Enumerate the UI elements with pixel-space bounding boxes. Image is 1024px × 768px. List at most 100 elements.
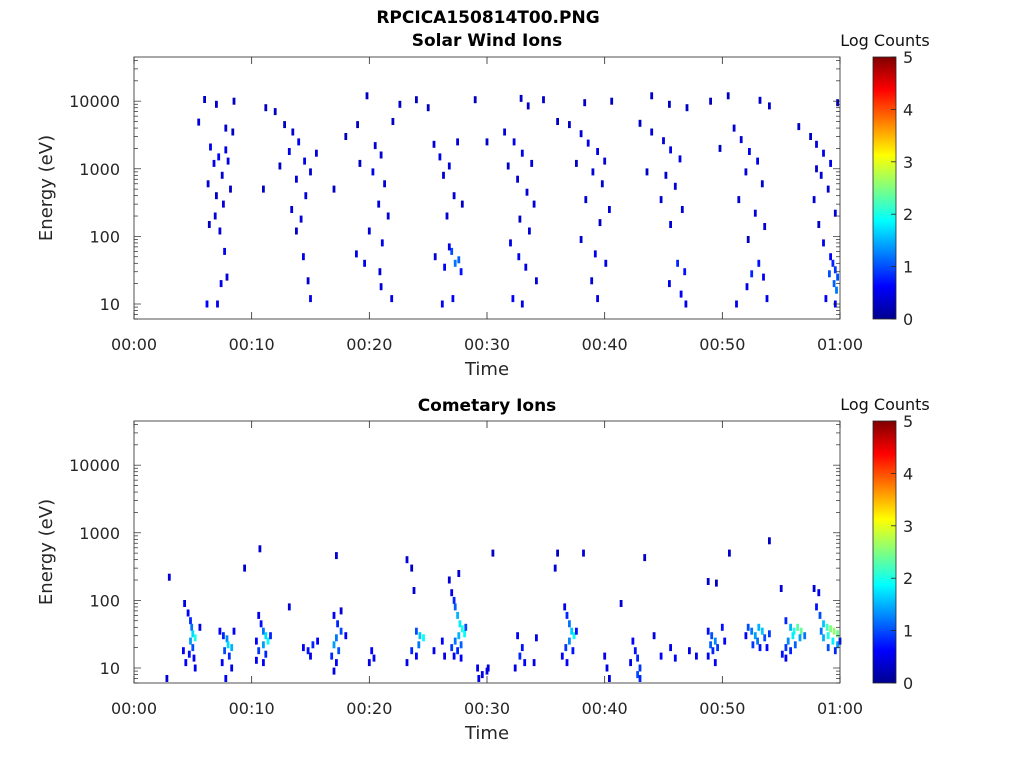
data-cell — [803, 632, 807, 640]
colorbar-tick-label: 2 — [903, 205, 913, 224]
data-cell — [191, 644, 195, 652]
y-tick-label: 1000 — [79, 160, 120, 179]
data-cell — [809, 133, 812, 140]
data-cell — [207, 221, 211, 228]
data-cell — [209, 143, 212, 151]
data-cell — [459, 268, 463, 276]
data-cell — [410, 647, 414, 655]
data-cell — [355, 250, 358, 258]
data-cell — [568, 620, 571, 628]
plot-area — [134, 421, 840, 683]
data-cell — [768, 537, 771, 545]
data-cell — [715, 579, 718, 587]
data-cell — [224, 146, 228, 154]
data-cell — [335, 634, 338, 642]
x-tick-label: 00:00 — [111, 335, 157, 354]
y-axis-label: Energy (eV) — [36, 135, 57, 241]
y-tick-label: 10000 — [69, 92, 120, 111]
data-cell — [205, 300, 209, 308]
data-cell — [220, 659, 224, 667]
data-cell — [513, 664, 517, 672]
data-cell — [450, 644, 454, 652]
data-cell — [638, 664, 642, 672]
x-tick-label: 00:20 — [346, 335, 392, 354]
data-cell — [377, 200, 381, 208]
data-cell — [398, 100, 402, 108]
data-cell — [815, 165, 818, 173]
data-cell — [445, 212, 449, 220]
x-tick-label: 00:00 — [111, 699, 157, 718]
data-cell — [264, 104, 268, 112]
colorbar-label-bottom: Log Counts — [840, 395, 930, 414]
data-cell — [726, 92, 730, 100]
data-cell — [757, 259, 761, 267]
data-cell — [542, 96, 545, 104]
data-cell — [518, 215, 522, 223]
data-cell — [619, 600, 623, 607]
x-tick-label: 00:10 — [229, 699, 275, 718]
data-cell — [336, 620, 339, 628]
data-cell — [443, 652, 446, 660]
data-cell — [836, 273, 839, 281]
data-cell — [302, 644, 305, 652]
data-cell — [363, 259, 366, 267]
data-cell — [678, 155, 682, 163]
data-cell — [524, 263, 528, 271]
data-cell — [460, 625, 464, 633]
plot-area — [134, 57, 840, 319]
data-cell — [264, 632, 268, 640]
data-cell — [737, 196, 741, 204]
data-cell — [757, 623, 761, 631]
colorbar-tick-label: 1 — [903, 258, 913, 277]
data-cell — [779, 585, 783, 592]
data-cell — [822, 634, 825, 642]
data-cell — [765, 295, 769, 303]
panel-title-cometary: Cometary Ions — [417, 396, 557, 416]
data-cell — [390, 295, 394, 303]
data-cell — [797, 123, 801, 131]
data-cell — [758, 96, 762, 104]
data-cell — [222, 200, 225, 208]
data-cell — [516, 175, 519, 183]
data-cell — [706, 652, 710, 660]
data-cell — [746, 236, 750, 243]
y-tick-label: 1000 — [79, 524, 120, 543]
data-cell — [744, 168, 748, 176]
data-cell — [295, 175, 298, 183]
data-cell — [480, 671, 484, 679]
data-cell — [295, 227, 298, 235]
data-cell — [451, 295, 455, 303]
data-cell — [676, 259, 679, 267]
data-cell — [460, 200, 464, 208]
x-tick-label: 01:00 — [817, 335, 863, 354]
data-cell — [410, 564, 414, 572]
data-cell — [836, 641, 839, 649]
data-cell — [523, 659, 527, 667]
data-cell — [165, 675, 169, 682]
data-cell — [760, 627, 764, 635]
data-cell — [255, 637, 258, 645]
data-cell — [225, 273, 229, 281]
data-cell — [603, 157, 607, 165]
data-cell — [412, 587, 416, 594]
data-cell — [464, 623, 468, 631]
data-cell — [339, 627, 343, 635]
data-cell — [829, 625, 832, 633]
data-cell — [452, 652, 456, 660]
data-cell — [706, 578, 710, 585]
y-tick-label: 10 — [100, 295, 120, 314]
data-cell — [226, 157, 230, 165]
data-cell — [473, 96, 477, 104]
data-cell — [604, 259, 608, 267]
data-cell — [262, 185, 265, 193]
data-cell — [457, 256, 461, 264]
data-cell — [232, 97, 236, 105]
data-cell — [572, 632, 576, 640]
data-cell — [765, 644, 769, 652]
data-cell — [713, 637, 717, 645]
data-cell — [191, 630, 195, 638]
data-cell — [337, 647, 341, 655]
data-cell — [457, 632, 461, 640]
data-cell — [825, 623, 829, 631]
data-cell — [224, 124, 228, 132]
